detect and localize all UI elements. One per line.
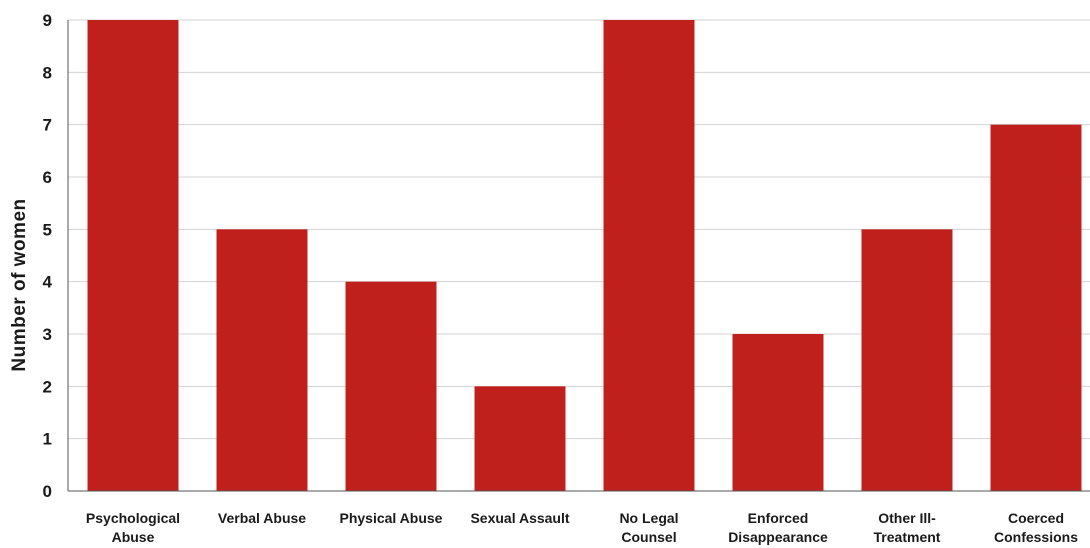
y-axis-label: Number of women (9, 198, 30, 371)
bar (87, 20, 179, 491)
x-tick-labels: Psychological Abuse Verbal Abuse Physical A… (86, 510, 1078, 545)
y-tick-label: 2 (43, 377, 52, 396)
y-tick-label: 5 (43, 220, 52, 239)
bar (990, 124, 1082, 492)
bar (216, 229, 308, 492)
y-tick-label: 0 (43, 482, 52, 501)
bar (861, 229, 953, 492)
x-tick-label: No Legal Counsel (619, 510, 678, 545)
y-tick-label: 7 (43, 116, 52, 135)
y-tick-label: 8 (43, 63, 52, 82)
bar (732, 334, 824, 491)
x-tick-label: Verbal Abuse (218, 510, 306, 526)
x-tick-label: Sexual Assault (470, 510, 569, 526)
bar (474, 386, 566, 491)
y-tick-label: 4 (43, 273, 53, 292)
bars (87, 20, 1082, 492)
x-tick-label: Psychological Abuse (86, 510, 180, 545)
y-tick-label: 6 (43, 168, 52, 187)
y-tick-label: 9 (43, 11, 52, 30)
axes (67, 20, 1090, 492)
x-tick-label: Coerced Confessions (994, 510, 1078, 545)
x-tick-label: Other Ill-Treatment (874, 510, 941, 545)
x-tick-label: Enforced Disappearance (728, 510, 828, 545)
bar (345, 281, 437, 491)
y-tick-labels: 0 1 2 3 4 5 6 7 8 9 (43, 11, 53, 501)
x-tick-label: Physical Abuse (340, 510, 443, 526)
bar (603, 20, 695, 491)
y-tick-label: 3 (43, 325, 52, 344)
y-tick-label: 1 (43, 430, 52, 449)
